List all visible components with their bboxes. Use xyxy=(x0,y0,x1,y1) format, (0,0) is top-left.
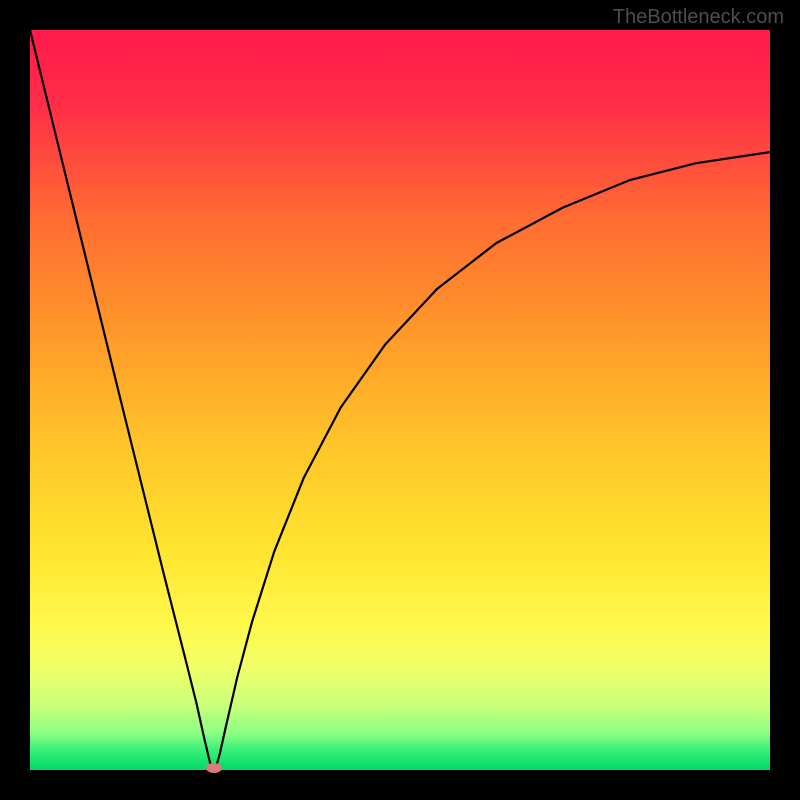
chart-container: TheBottleneck.com xyxy=(0,0,800,800)
watermark-text: TheBottleneck.com xyxy=(613,6,784,29)
curve-path xyxy=(30,30,770,770)
bottleneck-curve xyxy=(30,30,770,770)
plot-area xyxy=(30,30,770,770)
minimum-marker xyxy=(206,763,222,773)
